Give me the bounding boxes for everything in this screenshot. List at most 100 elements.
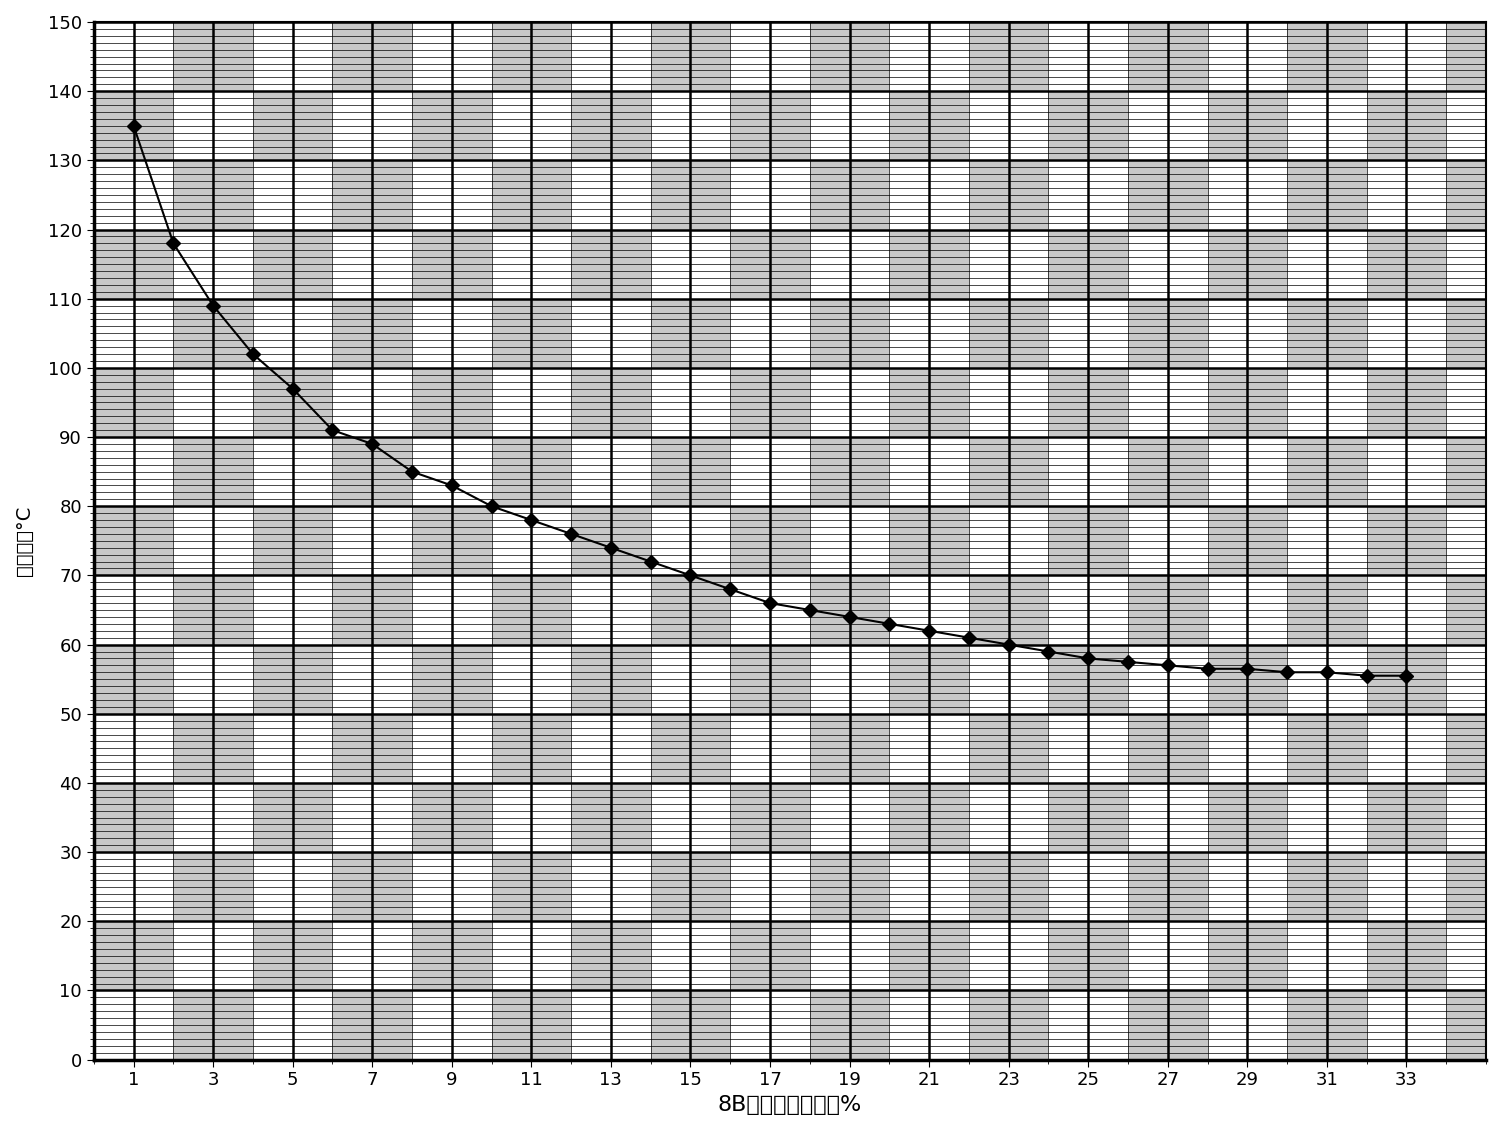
Bar [651,714,731,783]
Bar [651,368,731,437]
Bar [1049,0,1129,21]
Bar [492,298,572,368]
Bar [811,852,890,921]
Bar [731,783,811,852]
Bar [811,160,890,229]
Bar [811,0,890,21]
Bar [572,644,651,714]
Bar [254,0,333,21]
Bar [254,644,333,714]
Bar [254,160,333,229]
Bar [731,437,811,506]
Bar [413,229,492,298]
Bar [1447,575,1501,644]
Bar [1367,644,1447,714]
Bar [811,229,890,298]
Bar [890,437,970,506]
Bar [174,437,254,506]
Bar [333,0,413,21]
Bar [1129,21,1208,92]
Bar [1049,714,1129,783]
Bar [651,644,731,714]
Bar [1367,0,1447,21]
Bar [95,92,174,160]
Bar [492,160,572,229]
Bar [333,298,413,368]
Bar [811,92,890,160]
Bar [890,160,970,229]
Bar [95,852,174,921]
Bar [970,229,1049,298]
Bar [1049,991,1129,1060]
Bar [333,714,413,783]
Bar [1288,368,1367,437]
Bar [890,714,970,783]
Bar [1447,229,1501,298]
Bar [651,437,731,506]
Bar [1129,852,1208,921]
Bar [1129,0,1208,21]
Bar [95,0,174,21]
Bar [811,575,890,644]
Bar [731,714,811,783]
Bar [333,644,413,714]
Bar [1208,852,1288,921]
Bar [174,298,254,368]
Bar [731,506,811,575]
Bar [1367,852,1447,921]
Bar [1129,921,1208,991]
Bar [572,21,651,92]
Bar [1049,298,1129,368]
Bar [890,644,970,714]
Bar [95,506,174,575]
Bar [1208,92,1288,160]
Bar [970,437,1049,506]
Bar [1129,575,1208,644]
Bar [492,0,572,21]
Bar [970,852,1049,921]
Bar [970,991,1049,1060]
Bar [333,437,413,506]
Bar [413,575,492,644]
Bar [572,229,651,298]
Bar [1288,921,1367,991]
Bar [174,160,254,229]
Bar [1447,368,1501,437]
Bar [651,0,731,21]
Bar [970,298,1049,368]
Bar [254,575,333,644]
Bar [95,575,174,644]
Bar [1447,21,1501,92]
Bar [1049,506,1129,575]
Bar [811,991,890,1060]
Bar [970,21,1049,92]
Bar [890,229,970,298]
Bar [890,92,970,160]
Bar [572,298,651,368]
Bar [492,991,572,1060]
Bar [492,921,572,991]
Bar [1049,852,1129,921]
Bar [413,852,492,921]
Bar [492,852,572,921]
Bar [1129,714,1208,783]
Bar [254,991,333,1060]
Bar [890,298,970,368]
Bar [572,575,651,644]
Bar [1367,575,1447,644]
Bar [174,852,254,921]
Bar [970,368,1049,437]
Bar [1447,921,1501,991]
Bar [1208,506,1288,575]
Bar [970,92,1049,160]
Bar [95,160,174,229]
Bar [1288,714,1367,783]
Bar [1447,714,1501,783]
Bar [1367,21,1447,92]
Bar [811,644,890,714]
Bar [890,0,970,21]
Bar [651,298,731,368]
Bar [890,921,970,991]
Bar [95,991,174,1060]
Bar [970,644,1049,714]
